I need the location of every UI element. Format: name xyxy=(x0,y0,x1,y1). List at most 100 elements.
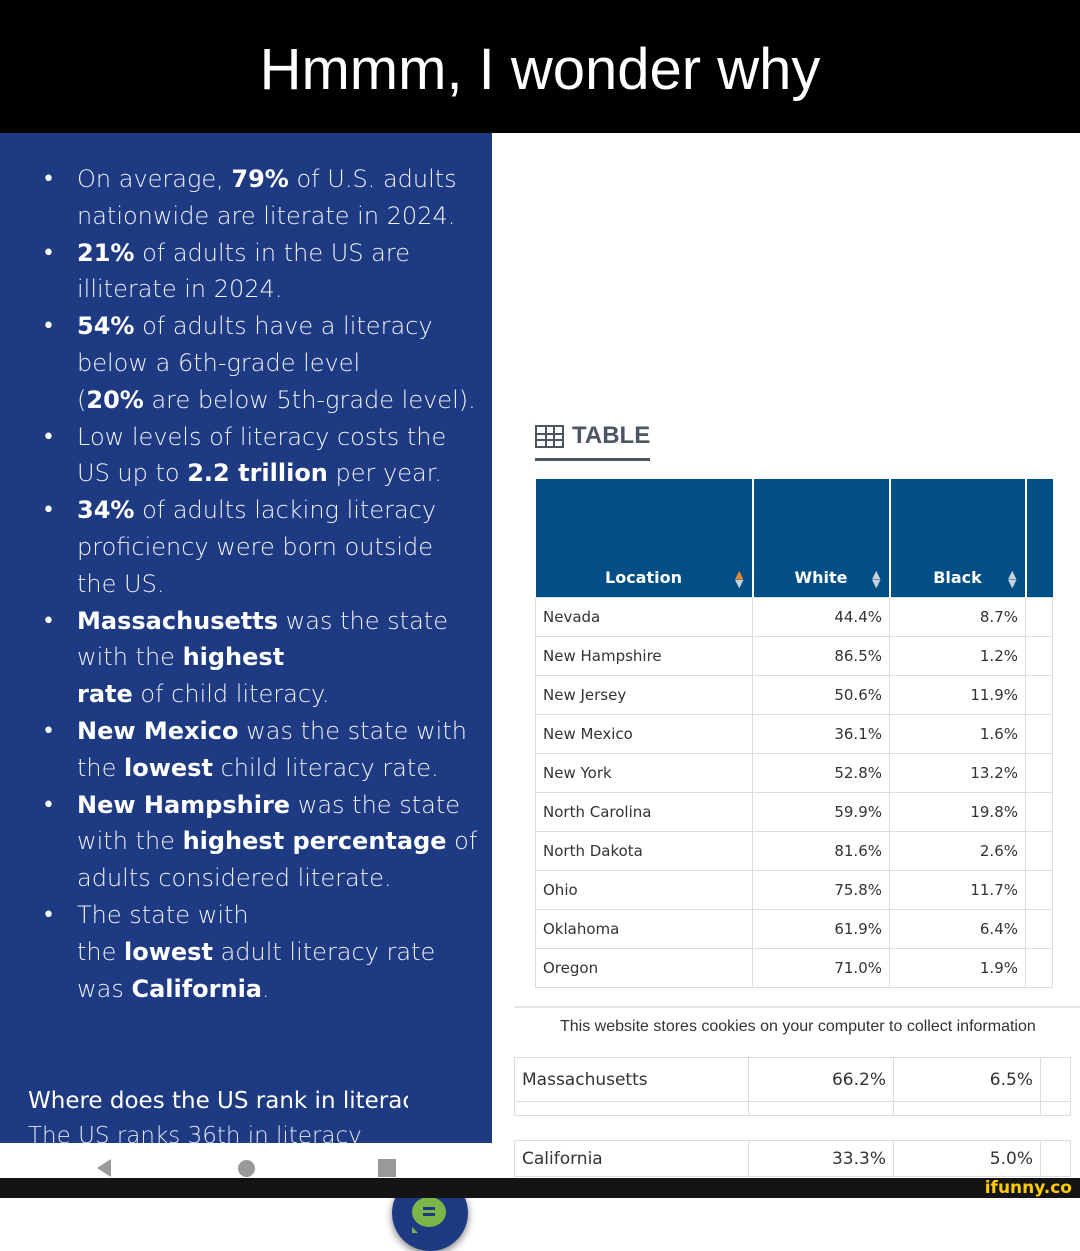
cell-more xyxy=(1025,674,1053,715)
cell-white: 81.6% xyxy=(752,830,890,871)
fact-text: of adults in the US are xyxy=(134,238,410,267)
fact-bullet: • 21% of adults in the US are illiterate i… xyxy=(0,235,492,309)
column-header-white[interactable]: White ▲ ▼ xyxy=(752,479,891,597)
sort-icon[interactable]: ▲ ▼ xyxy=(1008,567,1017,590)
cell-black: 11.7% xyxy=(889,869,1026,910)
literacy-table: Location ▲ ▼ White ▲ ▼ Black ▲ ▼ Nevada 44.4% 8.… xyxy=(535,479,1053,988)
fact-bullet: • Low levels of literacy costs the US up t… xyxy=(0,419,492,493)
cell-white: 61.9% xyxy=(752,908,890,949)
fact-highlight: lowest xyxy=(124,753,213,782)
fact-line: proficiency were born outside xyxy=(77,529,492,566)
fact-bullet: • On average, 79% of U.S. adults nationwid… xyxy=(0,161,492,235)
back-icon[interactable] xyxy=(97,1159,111,1177)
bullet-icon: • xyxy=(42,240,55,266)
fact-line: rate of child literacy. xyxy=(77,676,492,713)
cell-location: Massachusetts xyxy=(514,1057,749,1102)
fact-line: Massachusetts was the state xyxy=(77,603,492,640)
cookie-notice: This website stores cookies on your comp… xyxy=(514,1006,1080,1036)
sort-icon[interactable]: ▲ ▼ xyxy=(872,567,881,590)
fact-text: below a 6th-grade level xyxy=(77,348,361,377)
table-row: Oregon 71.0% 1.9% xyxy=(535,947,1053,988)
table-row: Nevada 44.4% 8.7% xyxy=(535,596,1053,637)
table-row: New Jersey 50.6% 11.9% xyxy=(535,674,1053,715)
cell-location: Oregon xyxy=(535,947,753,988)
fact-text: On average, xyxy=(77,165,232,193)
fact-text: adults considered literate. xyxy=(77,864,392,893)
fact-text: adult literacy rate xyxy=(212,937,436,966)
fact-text: of U.S. adults xyxy=(288,165,457,193)
fact-highlight: 34% xyxy=(77,496,135,525)
fact-highlight: highest xyxy=(182,643,285,672)
fact-text: ( xyxy=(77,385,87,414)
fact-text: US up to xyxy=(77,459,188,488)
fact-highlight: highest percentage xyxy=(182,827,447,856)
cell-black: 6.4% xyxy=(889,908,1026,949)
faq-question[interactable]: Where does the US rank in literacy? xyxy=(28,1088,408,1114)
table-row: New York 52.8% 13.2% xyxy=(535,752,1053,793)
column-header-black[interactable]: Black ▲ ▼ xyxy=(889,479,1027,597)
fact-text: with the xyxy=(77,827,183,856)
cell-white: 33.3% xyxy=(748,1140,894,1177)
bullet-icon: • xyxy=(42,498,55,524)
cell-white: 59.9% xyxy=(752,791,890,832)
table-row: New Mexico 36.1% 1.6% xyxy=(535,713,1053,754)
fact-highlight: 2.2 trillion xyxy=(187,459,328,488)
cell-white: 50.6% xyxy=(752,674,890,715)
fact-text: of adults have a literacy xyxy=(134,312,433,341)
cell-black: 8.7% xyxy=(889,596,1026,637)
bullet-icon: • xyxy=(42,718,55,744)
recents-icon[interactable] xyxy=(378,1159,396,1177)
fact-line: illiterate in 2024. xyxy=(77,271,492,308)
tab-table-label: TABLE xyxy=(572,422,651,449)
fact-highlight: California xyxy=(131,974,263,1003)
fact-text: the US. xyxy=(77,569,165,598)
fact-text: child literacy rate. xyxy=(212,753,439,782)
fact-text: proficiency were born outside xyxy=(77,532,434,561)
faq-answer: The US ranks 36th in literacy xyxy=(28,1123,362,1143)
fact-line: On average, 79% of U.S. adults xyxy=(77,161,492,198)
fact-text: the xyxy=(77,753,125,782)
cell-location: Nevada xyxy=(535,596,753,637)
table-row: Ohio 75.8% 11.7% xyxy=(535,869,1053,910)
fact-highlight: Massachusetts xyxy=(77,606,279,635)
table-row-massachusetts: Massachusetts 66.2% 6.5% xyxy=(514,1057,1071,1116)
cell-location: New York xyxy=(535,752,753,793)
sort-icon[interactable]: ▲ ▼ xyxy=(735,567,744,590)
column-header-location[interactable]: Location ▲ ▼ xyxy=(535,479,754,597)
cell-white: 36.1% xyxy=(752,713,890,754)
cell-white: 44.4% xyxy=(752,596,890,637)
table-row: New Hampshire 86.5% 1.2% xyxy=(535,635,1053,676)
fact-bullet: • Massachusetts was the state with the hig… xyxy=(0,603,492,713)
fact-text: of xyxy=(446,827,478,856)
fact-highlight: lowest xyxy=(124,937,213,966)
fact-line: with the highest percentage of xyxy=(77,823,492,860)
bullet-icon: • xyxy=(42,902,55,928)
fact-line: The state with xyxy=(77,897,492,934)
fact-text: illiterate in 2024. xyxy=(77,275,283,304)
column-header-more[interactable] xyxy=(1025,479,1053,597)
fact-line: was California. xyxy=(77,971,492,1008)
meme-title: Hmmm, I wonder why xyxy=(0,0,1080,133)
fact-text: The state with xyxy=(77,900,249,929)
bullet-icon: • xyxy=(42,792,55,818)
fact-text: Low levels of literacy costs the xyxy=(77,422,447,451)
fact-line: Low levels of literacy costs the xyxy=(77,419,492,456)
facts-list: • On average, 79% of U.S. adults nationwid… xyxy=(0,161,492,1007)
cell-black: 11.9% xyxy=(889,674,1026,715)
home-icon[interactable] xyxy=(238,1160,255,1177)
fact-line: the lowest adult literacy rate xyxy=(77,934,492,971)
fact-highlight: New Hampshire xyxy=(77,790,291,819)
fact-highlight: New Mexico xyxy=(77,716,239,745)
fact-text: was the state xyxy=(290,790,460,819)
cell-location: Oklahoma xyxy=(535,908,753,949)
fact-line: nationwide are literate in 2024. xyxy=(77,198,492,235)
cell-black: 2.6% xyxy=(889,830,1026,871)
bullet-icon: • xyxy=(42,608,55,634)
fact-line: the lowest child literacy rate. xyxy=(77,750,492,787)
cell-black: 1.6% xyxy=(889,713,1026,754)
tab-table[interactable]: TABLE xyxy=(535,422,651,461)
fact-text: was xyxy=(77,974,132,1003)
fact-line: with the highest xyxy=(77,639,492,676)
fact-highlight: 21% xyxy=(77,238,135,267)
fact-line: 54% of adults have a literacy xyxy=(77,308,492,345)
